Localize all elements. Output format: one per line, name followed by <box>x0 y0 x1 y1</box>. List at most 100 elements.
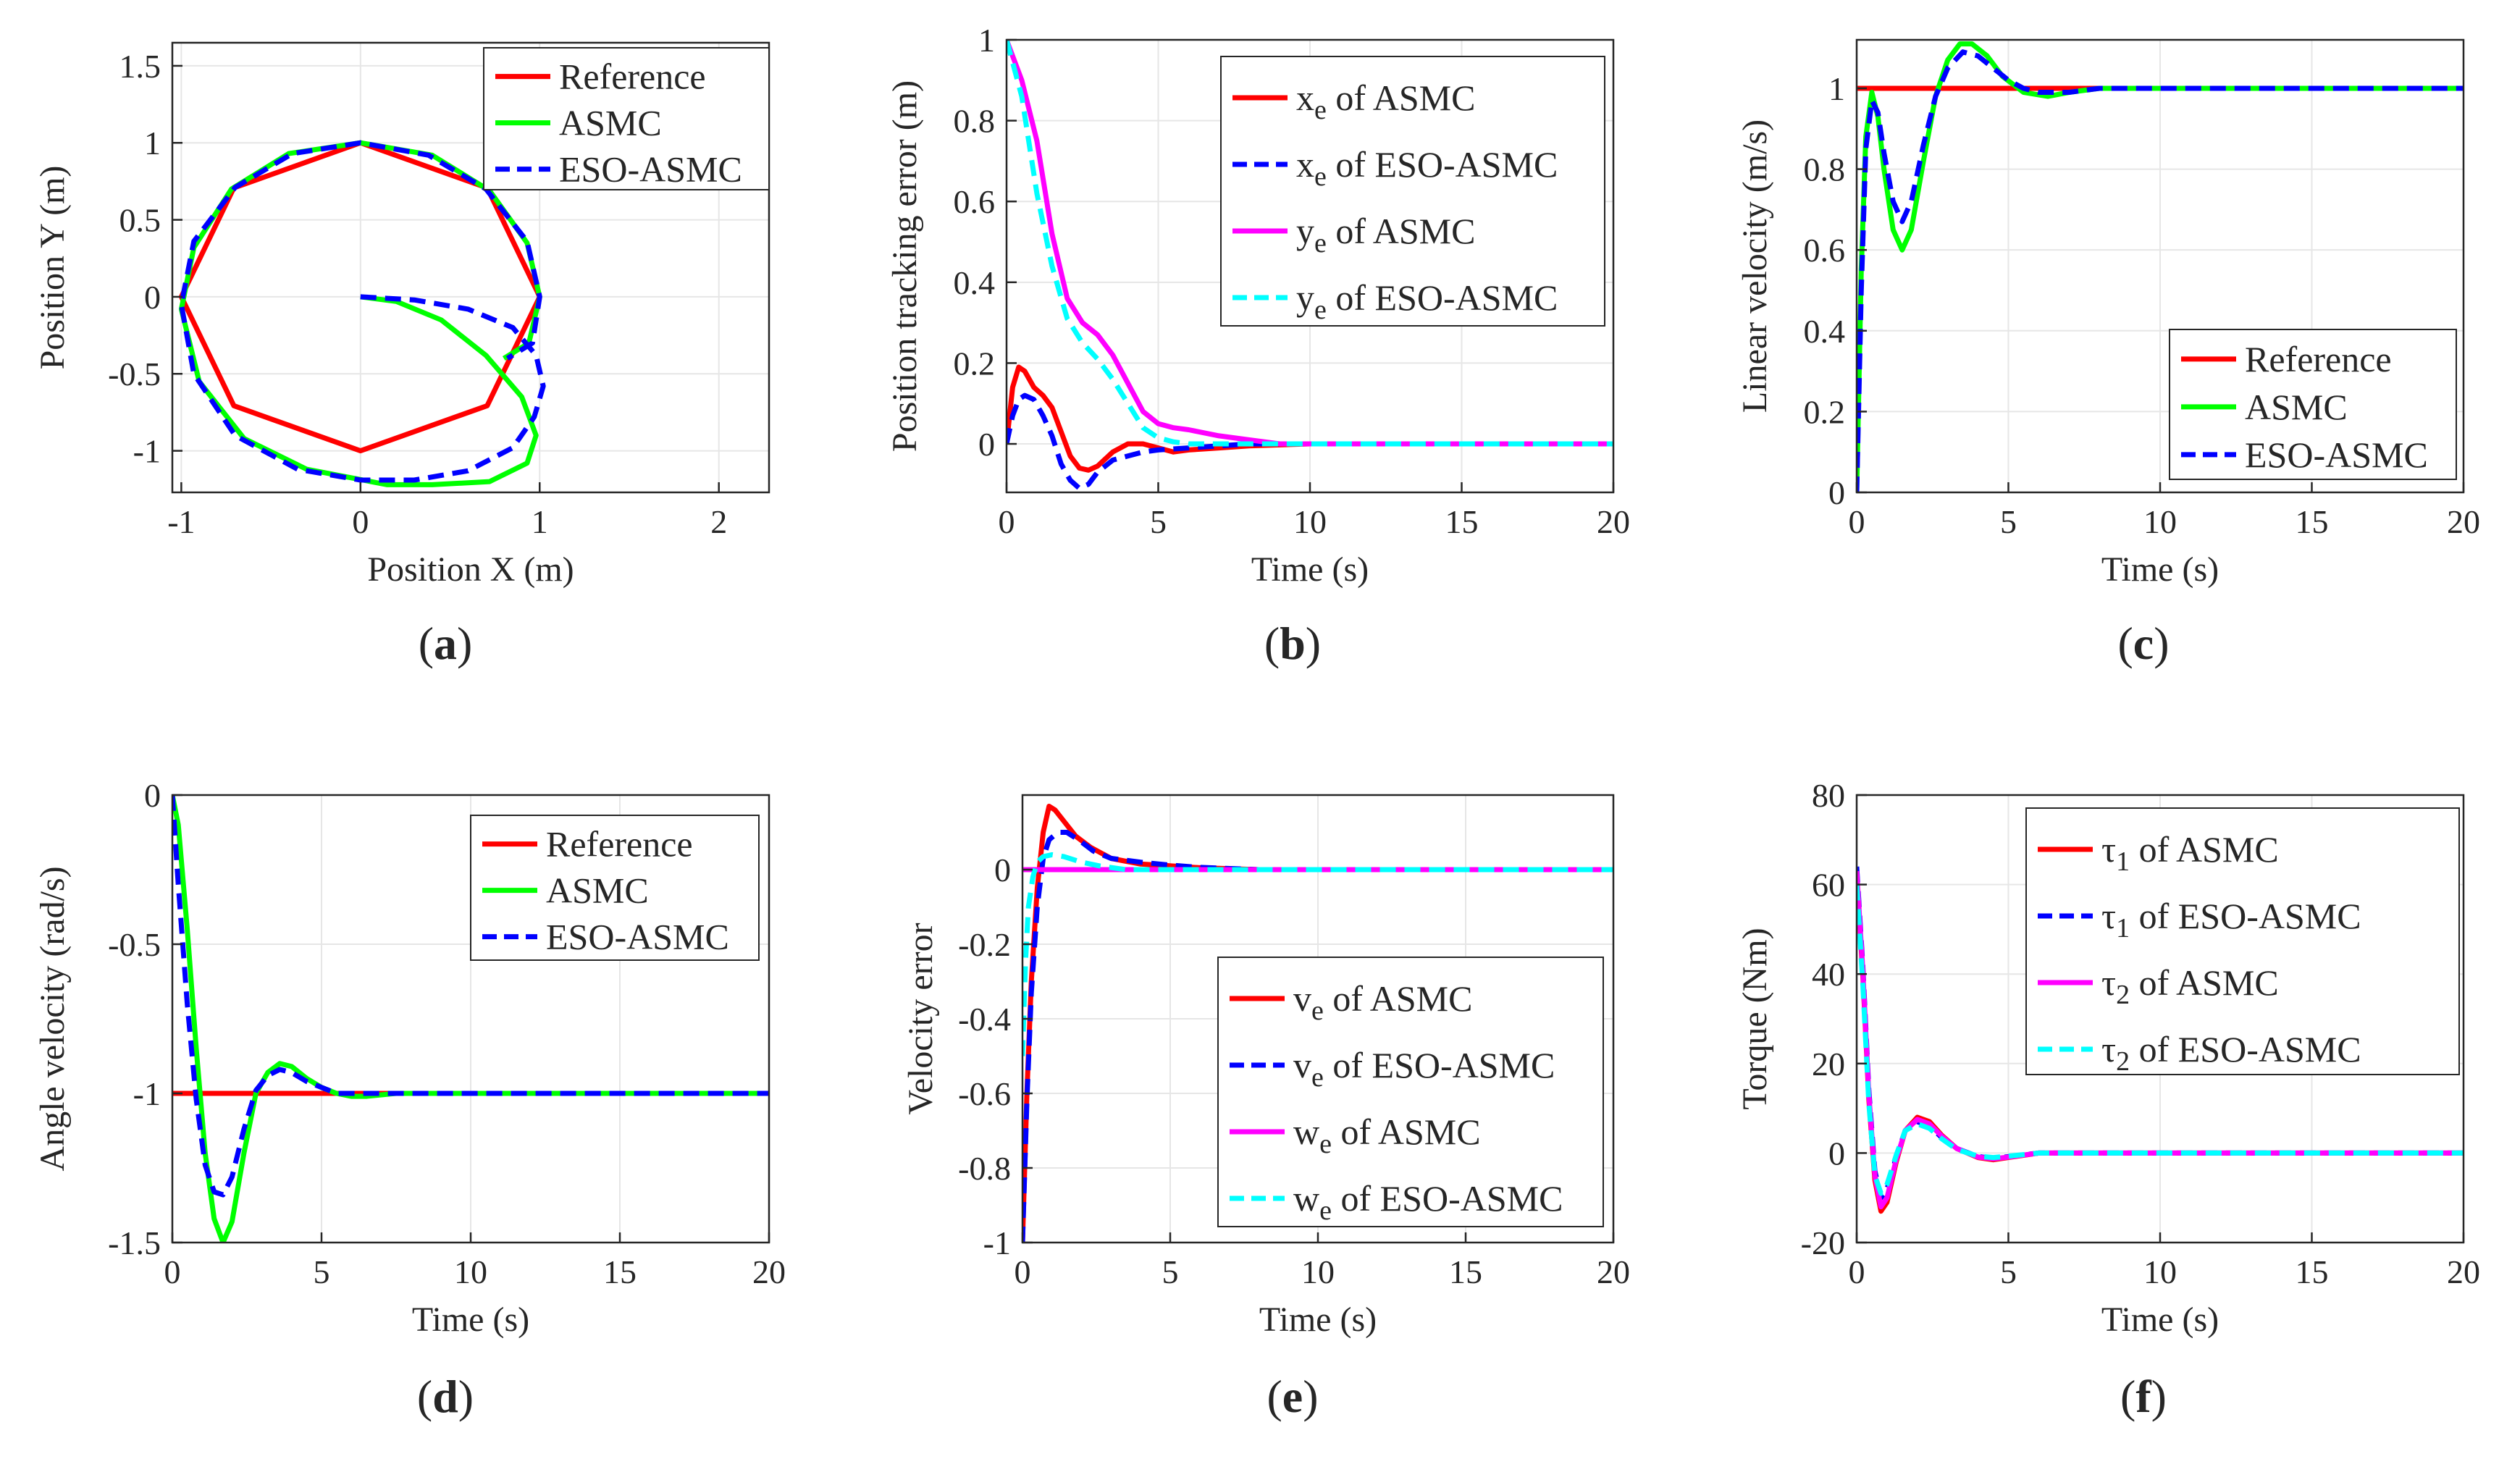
y-axis-label: Position tracking error (m) <box>886 80 924 452</box>
y-tick-label: 0 <box>994 852 1011 888</box>
y-tick-label: 1 <box>978 22 995 59</box>
y-tick-label: 40 <box>1812 956 1845 993</box>
legend: Reference ASMC ESO-ASMC <box>470 815 760 961</box>
y-tick-label: -1 <box>133 433 161 470</box>
y-tick-label: -1 <box>133 1075 161 1112</box>
y-tick-label: 0 <box>978 426 995 463</box>
y-tick-label: 0.4 <box>1804 313 1846 350</box>
legend-label: ESO-ASMC <box>559 149 742 190</box>
y-tick-label: 1 <box>1828 70 1845 107</box>
legend: τ1 of ASMC τ1 of ESO-ASMC τ2 of ASMC τ2 of … <box>2025 807 2460 1077</box>
x-tick-label: 20 <box>1597 1253 1630 1290</box>
y-axis-label: Linear velocity (m/s) <box>1736 119 1774 413</box>
x-axis-label: Time (s) <box>2101 550 2219 589</box>
series-line--2-of-eso-asmc <box>1857 884 2464 1196</box>
x-axis-label: Time (s) <box>2101 1300 2219 1339</box>
y-axis-label: Torque (Nm) <box>1736 928 1774 1109</box>
legend-label: ESO-ASMC <box>546 917 729 957</box>
series-line-y-e-of-asmc <box>1007 40 1613 447</box>
x-tick-label: 15 <box>2296 503 2329 540</box>
legend-label: we of ESO-ASMC <box>1293 1178 1563 1226</box>
y-tick-label: 0.2 <box>1804 393 1846 430</box>
y-tick-label: 0.6 <box>1804 232 1846 269</box>
legend-box <box>1217 957 1604 1227</box>
y-axis-label: Velocity error <box>902 922 940 1114</box>
x-tick-label: -1 <box>167 503 195 540</box>
x-tick-label: 15 <box>1445 503 1479 540</box>
legend: xe of ASMC xe of ESO-ASMC ye of ASMC ye of … <box>1220 56 1605 327</box>
y-tick-label: 80 <box>1812 777 1845 814</box>
series-line-x-e-of-eso-asmc <box>1007 392 1613 491</box>
x-axis-label: Time (s) <box>1259 1300 1377 1339</box>
legend-label: ASMC <box>559 103 662 143</box>
y-tick-label: 0.8 <box>954 103 996 140</box>
series-line-y-e-of-eso-asmc <box>1007 40 1613 447</box>
legend-label: ASMC <box>546 870 649 911</box>
legend-label: Reference <box>546 824 693 865</box>
x-axis-label: Position X (m) <box>367 550 574 589</box>
legend-label: Reference <box>2245 339 2392 379</box>
x-tick-label: 10 <box>1293 503 1327 540</box>
y-tick-label: 0 <box>144 777 161 814</box>
axes-frame <box>171 41 770 494</box>
series-line-w-e-of-eso-asmc <box>1022 852 1613 1056</box>
x-tick-label: 0 <box>999 503 1015 540</box>
legend-label: xe of ASMC <box>1296 77 1476 125</box>
y-tick-label: 60 <box>1812 867 1845 904</box>
series-line-asmc <box>172 795 769 1243</box>
y-tick-label: 0.6 <box>954 183 996 220</box>
chart-panel-e: 0 5 10 15 20 -1 -0.8 -0.6 -0.4 -0.2 0 Time (s) Veloc… <box>902 794 1630 1422</box>
panel-caption: (e) <box>1267 1371 1318 1422</box>
x-tick-label: 0 <box>1015 1253 1031 1290</box>
x-tick-label: 0 <box>1849 503 1865 540</box>
y-tick-label: -20 <box>1801 1224 1845 1261</box>
x-tick-label: 20 <box>2447 503 2480 540</box>
y-axis-label: Angle velocity (rad/s) <box>33 866 72 1171</box>
legend-label: ve of ESO-ASMC <box>1293 1045 1555 1093</box>
panel-caption: (c) <box>2117 618 2169 669</box>
x-tick-label: 10 <box>454 1253 487 1290</box>
x-tick-label: 15 <box>2296 1253 2329 1290</box>
x-tick-label: 20 <box>2447 1253 2480 1290</box>
x-tick-label: 1 <box>532 503 548 540</box>
x-tick-label: 10 <box>2143 1253 2177 1290</box>
x-tick-label: 10 <box>2143 503 2177 540</box>
y-tick-label: 1 <box>144 125 161 161</box>
y-tick-label: -1 <box>983 1224 1011 1261</box>
legend-label: Reference <box>559 56 706 97</box>
x-tick-label: 5 <box>2000 503 2017 540</box>
series-line-v-e-of-eso-asmc <box>1022 830 1613 1243</box>
legend-label: xe of ESO-ASMC <box>1296 144 1558 192</box>
chart-panel-b: 0 5 10 15 20 0 0.2 0.4 0.6 0.8 1 Time (s) Position t… <box>886 22 1630 669</box>
legend-label: ye of ESO-ASMC <box>1296 277 1558 325</box>
panel-caption: (a) <box>419 618 473 669</box>
y-tick-label: -0.4 <box>958 1001 1011 1038</box>
y-tick-label: 0.5 <box>119 202 161 239</box>
legend-label: τ1 of ESO-ASMC <box>2101 896 2361 943</box>
legend: ve of ASMC ve of ESO-ASMC we of ASMC we of … <box>1217 957 1604 1227</box>
legend-label: τ1 of ASMC <box>2101 829 2279 877</box>
x-tick-label: 20 <box>1597 503 1630 540</box>
legend-label: ye of ASMC <box>1296 211 1476 258</box>
legend-box <box>483 47 770 190</box>
x-tick-label: 5 <box>1162 1253 1179 1290</box>
legend-box <box>470 815 760 961</box>
legend: Reference ASMC ESO-ASMC <box>483 47 770 190</box>
panel-caption: (d) <box>417 1371 474 1422</box>
x-tick-label: 5 <box>1150 503 1167 540</box>
y-tick-label: 0.2 <box>954 345 996 382</box>
legend-label: ESO-ASMC <box>2245 434 2428 475</box>
y-tick-label: 0 <box>1828 474 1845 511</box>
panel-caption: (f) <box>2120 1371 2167 1422</box>
legend-label: τ2 of ESO-ASMC <box>2101 1029 2361 1077</box>
series-line-eso-asmc <box>172 795 769 1198</box>
y-tick-label: -1.5 <box>108 1224 161 1261</box>
x-tick-label: 10 <box>1301 1253 1335 1290</box>
y-tick-label: 0 <box>144 279 161 316</box>
y-tick-label: -0.8 <box>958 1150 1011 1187</box>
legend-box <box>1220 56 1605 327</box>
chart-panel-c: 0 5 10 15 20 0 0.2 0.4 0.6 0.8 1 Time (s) Linear vel… <box>1736 38 2480 669</box>
y-tick-label: -0.5 <box>108 356 161 392</box>
